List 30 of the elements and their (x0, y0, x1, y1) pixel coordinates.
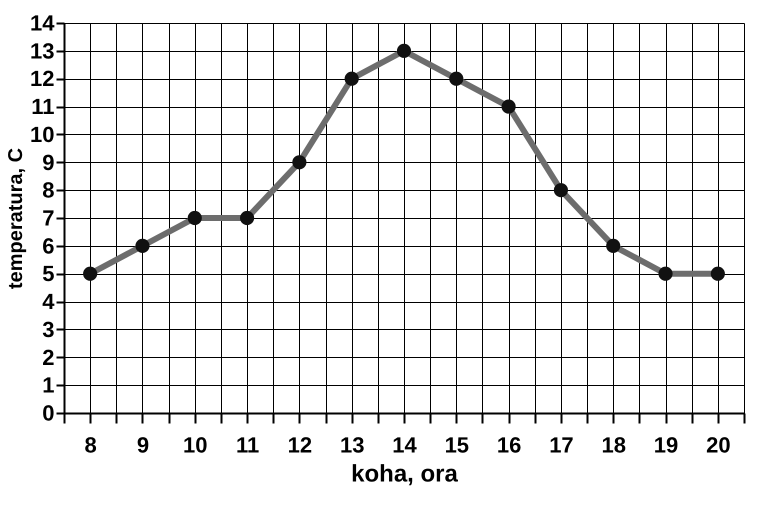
x-tick-label: 19 (654, 432, 678, 458)
y-axis-title: temperatura, C (5, 148, 28, 290)
x-tick-label: 9 (136, 432, 150, 458)
x-tick-label: 16 (496, 432, 522, 458)
y-tick-label: 1 (42, 372, 54, 398)
y-tick-label: 8 (42, 178, 54, 203)
y-tick-label: 2 (42, 344, 54, 370)
y-tick-label: 6 (42, 233, 54, 258)
x-tick-label: 14 (392, 432, 418, 458)
x-tick-label: 13 (340, 432, 364, 458)
x-tick-label: 20 (706, 432, 731, 458)
x-tick-label: 12 (288, 432, 312, 458)
x-tick-label: 15 (444, 432, 470, 458)
x-tick-label: 18 (601, 432, 626, 458)
y-tick-label: 7 (42, 206, 54, 230)
y-tick-label: 12 (30, 66, 54, 92)
x-tick-label: 8 (84, 432, 97, 458)
x-tick-label: 17 (549, 432, 574, 458)
y-tick-label: 11 (31, 94, 54, 120)
y-tick-label: 0 (42, 400, 54, 426)
x-axis-title: koha, ora (351, 460, 458, 488)
x-tick-label: 11 (236, 432, 260, 458)
y-tick-label: 5 (42, 261, 54, 286)
x-tick-label: 10 (183, 432, 208, 458)
y-tick-label: 10 (30, 122, 54, 147)
y-tick-label: 4 (42, 289, 56, 314)
y-tick-label: 14 (30, 10, 56, 36)
y-tick-label: 13 (30, 38, 54, 64)
y-tick-label: 3 (42, 316, 54, 342)
y-tick-label: 9 (42, 150, 54, 175)
